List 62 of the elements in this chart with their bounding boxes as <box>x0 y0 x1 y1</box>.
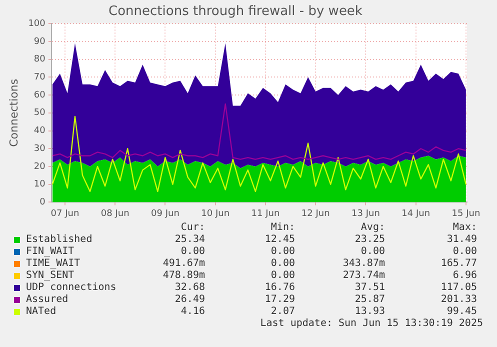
x-tick-label: 12 Jun <box>301 208 330 219</box>
x-tick-label: 13 Jun <box>352 208 380 219</box>
x-tick-label: 09 Jun <box>151 208 180 219</box>
text: 99.45 <box>446 306 477 318</box>
legend-label: TIME_WAIT <box>26 258 80 270</box>
legend-label: UDP connections <box>26 282 116 294</box>
x-tick-label: 14 Jun <box>402 208 430 219</box>
text: 201.33 <box>440 294 477 306</box>
legend-label: SYN_SENT <box>26 270 74 282</box>
text: Avg: <box>360 222 385 234</box>
text: 25.87 <box>354 294 385 306</box>
y-tick-label: 90 <box>34 36 46 47</box>
text: 273.74m <box>342 270 385 282</box>
text: 26.49 <box>174 294 205 306</box>
text: 0.00 <box>180 246 205 258</box>
text: 117.05 <box>440 282 477 294</box>
y-tick-label: 80 <box>34 54 46 65</box>
text: 12.45 <box>264 234 295 246</box>
text: 6.96 <box>452 270 477 282</box>
x-tick-label: 07 Jun <box>50 208 80 219</box>
text: Max: <box>452 222 477 234</box>
y-tick-label: 30 <box>34 144 46 154</box>
text: Last update: Sun Jun 15 13:30:19 2025 <box>260 318 483 330</box>
y-tick-label: 40 <box>34 126 46 136</box>
text: 0.00 <box>270 258 295 270</box>
y-tick-label: 60 <box>34 90 46 100</box>
y-tick-label: 20 <box>34 162 46 172</box>
text: Min: <box>270 222 295 234</box>
text: 0.00 <box>452 246 477 258</box>
text: 31.49 <box>446 234 477 246</box>
text: 0.00 <box>360 246 385 258</box>
y-tick-label: 0 <box>40 198 46 208</box>
text: 13.93 <box>354 306 385 318</box>
text: 2.07 <box>270 306 295 318</box>
legend-label: NATed <box>26 306 56 318</box>
y-tick-label: 70 <box>34 72 46 83</box>
text: 23.25 <box>354 234 385 246</box>
text: 17.29 <box>264 294 295 306</box>
text: 16.76 <box>264 282 295 294</box>
legend-label: Assured <box>26 294 68 306</box>
text: 491.67m <box>162 258 205 270</box>
x-tick-label: 11 Jun <box>251 208 280 219</box>
text: 4.16 <box>180 306 205 318</box>
text: 37.51 <box>354 282 385 294</box>
legend-label: FIN_WAIT <box>26 246 74 258</box>
text: 32.68 <box>174 282 205 294</box>
text: 165.77 <box>440 258 477 270</box>
legend-label: Established <box>26 234 92 246</box>
y-tick-label: 100 <box>28 18 46 29</box>
x-tick-label: 15 Jun <box>452 208 480 219</box>
text: 343.87m <box>342 258 385 270</box>
text: 0.00 <box>270 270 295 282</box>
y-tick-label: 50 <box>34 108 46 118</box>
x-tick-label: 10 Jun <box>201 208 230 219</box>
text: 478.89m <box>162 270 205 282</box>
x-tick-label: 08 Jun <box>100 208 130 219</box>
chart-title: Connections through firewall - by week <box>108 4 363 20</box>
text: Cur: <box>180 222 205 234</box>
text: 25.34 <box>174 234 205 246</box>
y-tick-label: 10 <box>34 180 46 190</box>
text: 0.00 <box>270 246 295 258</box>
y-axis-title: Connections <box>7 78 20 147</box>
